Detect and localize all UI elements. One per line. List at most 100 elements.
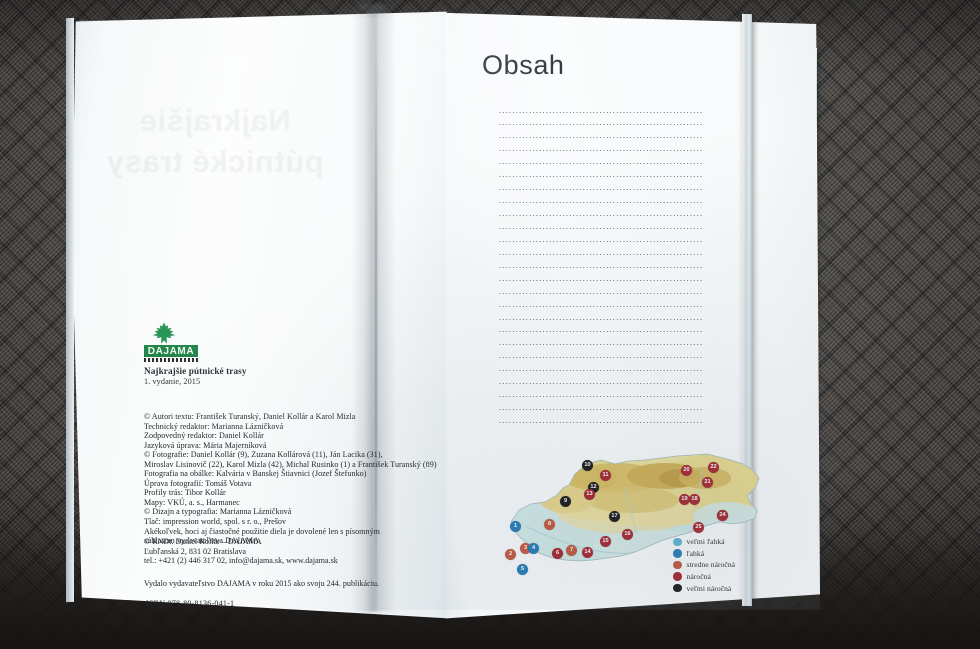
toc-entry[interactable]: ........................................… bbox=[478, 144, 728, 158]
toc-entry[interactable]: ........................................… bbox=[478, 325, 728, 339]
toc-entry[interactable]: ........................................… bbox=[478, 287, 728, 300]
toc-leader-dots: ........................................… bbox=[499, 209, 704, 218]
toc-entry[interactable]: ........................................… bbox=[478, 416, 728, 430]
map-marker[interactable]: 5 bbox=[517, 564, 528, 575]
legend-label: veľmi náročná bbox=[686, 583, 732, 593]
toc-entry[interactable]: ........................................… bbox=[478, 300, 728, 313]
map-marker[interactable]: 1 bbox=[510, 521, 521, 532]
toc-leader-dots: ........................................… bbox=[499, 260, 704, 270]
toc-leader-dots: ........................................… bbox=[499, 351, 704, 361]
toc-entry[interactable]: ........................................… bbox=[478, 183, 728, 197]
toc-leader-dots: ........................................… bbox=[499, 247, 704, 257]
map-marker[interactable]: 22 bbox=[708, 462, 719, 473]
map-marker[interactable]: 13 bbox=[584, 489, 595, 500]
dajama-logo: DAJAMA bbox=[144, 322, 198, 362]
book-title: Najkrajšie pútnické trasy bbox=[144, 366, 247, 376]
map-marker[interactable]: 14 bbox=[582, 547, 593, 558]
toc-entry[interactable]: ........................................… bbox=[478, 235, 728, 248]
right-page-content: Obsah ..................................… bbox=[400, 20, 760, 602]
toc-leader-dots: ........................................… bbox=[499, 364, 704, 374]
maple-leaf-icon bbox=[144, 322, 198, 344]
rights-notice-line: súhlasom vydavateľstva DAJAMA. bbox=[144, 536, 262, 546]
toc-entry[interactable]: ........................................… bbox=[478, 351, 728, 365]
table-of-contents: ........................................… bbox=[478, 106, 728, 429]
map-legend: veľmi ľahká ľahká stredne náročná náročná ve… bbox=[673, 536, 735, 594]
toc-entry[interactable]: ........................................… bbox=[478, 274, 728, 287]
toc-entry[interactable]: ........................................… bbox=[478, 131, 728, 145]
toc-entry[interactable]: ........................................… bbox=[478, 261, 728, 274]
page-showthrough-text: Najkrajšie pútnické trasy bbox=[106, 103, 324, 179]
isbn-number: ISBN 978-80-8136-041-1 bbox=[146, 599, 235, 608]
toc-leader-dots: ........................................… bbox=[499, 299, 704, 309]
toc-entry[interactable]: ........................................… bbox=[478, 222, 728, 235]
toc-entry[interactable]: ........................................… bbox=[478, 377, 728, 391]
map-marker[interactable]: 19 bbox=[679, 494, 690, 505]
toc-entry[interactable]: ........................................… bbox=[478, 170, 728, 184]
legend-label: náročná bbox=[686, 572, 711, 582]
map-marker[interactable]: 7 bbox=[566, 545, 577, 556]
legend-color-dot bbox=[673, 549, 682, 558]
map-marker[interactable]: 15 bbox=[600, 536, 611, 547]
toc-leader-dots: ........................................… bbox=[499, 338, 704, 348]
toc-leader-dots: ........................................… bbox=[499, 234, 704, 244]
legend-label: veľmi ľahká bbox=[686, 537, 725, 547]
toc-entry[interactable]: ........................................… bbox=[478, 364, 728, 378]
toc-leader-dots: ........................................… bbox=[499, 170, 704, 180]
map-marker[interactable]: 11 bbox=[600, 470, 611, 481]
toc-entry[interactable]: ........................................… bbox=[478, 196, 728, 210]
toc-entry[interactable]: ........................................… bbox=[478, 248, 728, 261]
map-marker[interactable]: 12 bbox=[588, 482, 599, 493]
toc-leader-dots: ........................................… bbox=[499, 183, 704, 193]
toc-leader-dots: ........................................… bbox=[499, 377, 704, 387]
legend-color-dot bbox=[673, 537, 682, 547]
toc-entry[interactable]: ........................................… bbox=[478, 118, 728, 132]
legend-entry: stredne náročná bbox=[673, 559, 735, 571]
credits-block: © Autori textu: František Turanský, Dani… bbox=[144, 412, 437, 546]
imprint-line: tel.: +421 (2) 446 317 02, info@dajama.s… bbox=[144, 556, 338, 566]
credit-line: © Fotografie: Daniel Kollár (9), Zuzana … bbox=[144, 450, 383, 460]
credit-line: Fotografia na obálke: Kalvária v Banskej… bbox=[144, 469, 367, 479]
map-marker[interactable]: 24 bbox=[717, 510, 728, 521]
map-marker[interactable]: 16 bbox=[622, 529, 633, 540]
map-marker[interactable]: 3 bbox=[520, 543, 531, 554]
toc-leader-dots: ........................................… bbox=[499, 416, 704, 425]
pilgrimage-routes-map: 1234567891011121314151617181920212223242… bbox=[505, 448, 765, 598]
legend-label: ľahká bbox=[686, 548, 705, 558]
toc-entry[interactable]: ........................................… bbox=[478, 106, 728, 119]
toc-leader-dots: ........................................… bbox=[499, 118, 704, 128]
map-marker[interactable]: 6 bbox=[552, 548, 563, 559]
map-marker[interactable]: 17 bbox=[609, 511, 620, 522]
dajama-wordmark: DAJAMA bbox=[144, 345, 198, 357]
legend-color-dot bbox=[673, 572, 682, 581]
map-marker[interactable]: 18 bbox=[689, 494, 700, 505]
map-marker[interactable]: 4 bbox=[528, 543, 539, 554]
legend-color-dot bbox=[673, 583, 682, 593]
legend-entry: veľmi náročná bbox=[673, 582, 735, 594]
map-marker[interactable]: 8 bbox=[544, 519, 555, 530]
toc-entry[interactable]: ........................................… bbox=[478, 313, 728, 326]
credit-line: Tlač: impression world, spol. s r. o., P… bbox=[144, 517, 287, 527]
map-marker[interactable]: 9 bbox=[560, 496, 571, 507]
credit-line: Úprava fotografií: Tomáš Votava bbox=[144, 478, 252, 488]
credit-line: © Dizajn a typografia: Marianna Lázničko… bbox=[144, 507, 292, 517]
publisher-imprint: © RNDr. Daniel Kollár – DAJAMA Ľubľanská… bbox=[144, 537, 394, 566]
legend-label: stredne náročná bbox=[686, 560, 736, 570]
legend-entry: ľahká bbox=[673, 548, 735, 560]
toc-entry[interactable]: ........................................… bbox=[478, 403, 728, 417]
toc-entry[interactable]: ........................................… bbox=[478, 338, 728, 352]
map-marker[interactable]: 21 bbox=[702, 477, 713, 488]
map-marker[interactable]: 10 bbox=[582, 460, 593, 471]
toc-entry[interactable]: ........................................… bbox=[478, 209, 728, 223]
book-gutter-shadow bbox=[352, 4, 396, 612]
left-page-content: Najkrajšie pútnické trasy DAJAMA Najkraj… bbox=[78, 22, 436, 608]
imprint-line: © RNDr. Daniel Kollár – DAJAMA bbox=[144, 537, 262, 546]
page-title: Obsah bbox=[482, 50, 565, 80]
map-marker[interactable]: 25 bbox=[693, 522, 704, 533]
toc-entry[interactable]: ........................................… bbox=[478, 390, 728, 404]
toc-entry[interactable]: ........................................… bbox=[478, 157, 728, 171]
credit-line: Mapy: VKÚ, a. s., Harmanec bbox=[144, 497, 240, 507]
map-marker[interactable]: 2 bbox=[505, 549, 516, 560]
map-marker[interactable]: 20 bbox=[681, 465, 692, 476]
rights-notice-line: Akékoľvek, hoci aj čiastočné použitie di… bbox=[144, 526, 381, 536]
open-book bbox=[72, 8, 820, 622]
